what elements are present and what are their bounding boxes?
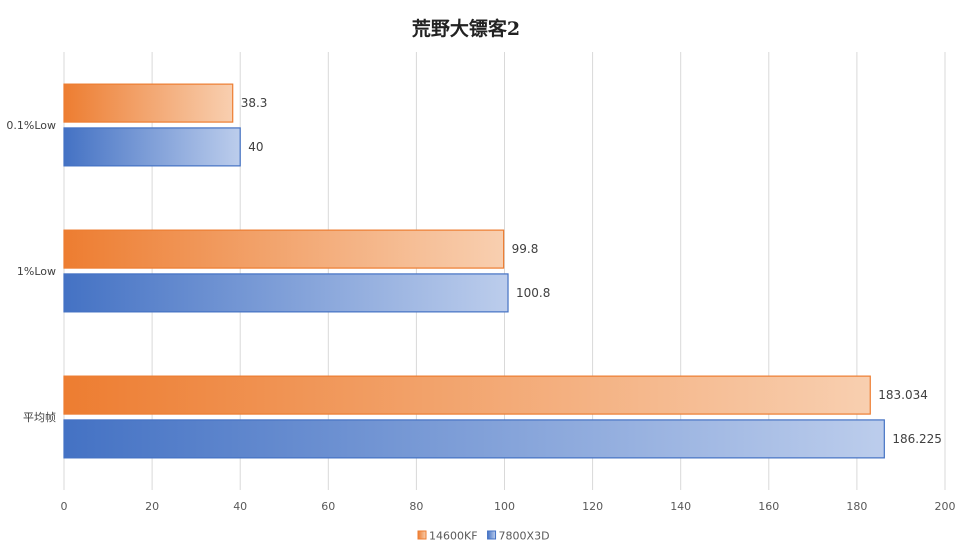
legend-label: 14600KF: [429, 530, 478, 543]
data-label: 40: [248, 140, 263, 154]
bar-14600KF-2: [63, 375, 871, 415]
category-axis: 0.1%Low 1%Low 平均帧: [6, 119, 56, 424]
grid-lines: [63, 52, 946, 490]
category-label: 平均帧: [23, 410, 56, 424]
x-tick-label: 80: [409, 500, 423, 513]
x-tick-label: 120: [582, 500, 603, 513]
category-label: 0.1%Low: [6, 119, 56, 132]
bar-7800X3D-2: [63, 419, 885, 459]
legend-swatch: [417, 530, 427, 540]
data-label: 99.8: [512, 242, 539, 256]
x-axis: 0 20 40 60 80 100 120 140 160 180 200: [61, 500, 956, 513]
bar-7800X3D-0: [63, 127, 241, 167]
x-tick-label: 40: [233, 500, 247, 513]
chart-title: 荒野大镖客2: [412, 17, 520, 40]
category-label: 1%Low: [17, 265, 56, 278]
legend: 14600KF 7800X3D: [417, 530, 550, 543]
data-label: 183.034: [878, 388, 928, 402]
legend-swatch: [487, 530, 497, 540]
data-label: 38.3: [241, 96, 268, 110]
data-label: 186.225: [892, 432, 942, 446]
bar-14600KF-1: [63, 229, 505, 269]
x-tick-label: 60: [321, 500, 335, 513]
bar-7800X3D-1: [63, 273, 509, 313]
x-tick-label: 100: [494, 500, 515, 513]
x-tick-label: 140: [670, 500, 691, 513]
x-tick-label: 200: [935, 500, 956, 513]
x-tick-label: 160: [758, 500, 779, 513]
bar-14600KF-0: [63, 83, 234, 123]
bars: 38.3 40 99.8 100.8 183.034 186.225: [63, 83, 942, 459]
x-tick-label: 180: [846, 500, 867, 513]
x-tick-label: 0: [61, 500, 68, 513]
data-label: 100.8: [516, 286, 550, 300]
x-tick-label: 20: [145, 500, 159, 513]
legend-label: 7800X3D: [499, 530, 550, 543]
